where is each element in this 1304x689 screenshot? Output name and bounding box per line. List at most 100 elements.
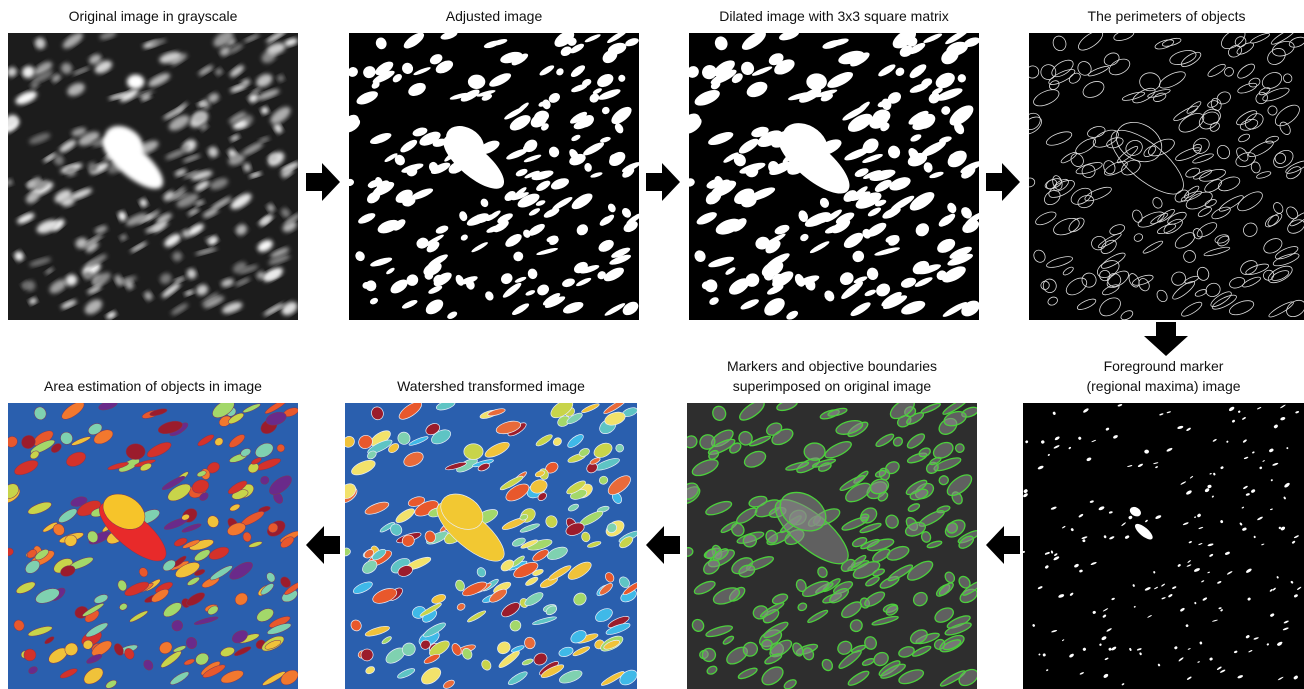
object-blob [182, 154, 201, 163]
object-blob [505, 233, 522, 247]
object-blob [247, 462, 259, 474]
object-blob [365, 666, 375, 675]
object-blob [885, 514, 899, 529]
object-blob [918, 447, 931, 458]
object-blob [34, 549, 49, 561]
object-blob [261, 214, 274, 225]
object-blob [1284, 482, 1290, 488]
object-blob [603, 639, 621, 650]
object-blob [1211, 495, 1214, 498]
object-blob [87, 530, 99, 543]
object-blob [1137, 463, 1143, 468]
object-blob [1070, 528, 1074, 532]
object-blob [397, 431, 411, 445]
object-blob [705, 548, 717, 560]
object-blob [597, 73, 614, 88]
object-blob [556, 68, 564, 76]
object-blob [567, 434, 584, 448]
object-blob [1152, 197, 1163, 209]
object-blob [907, 152, 928, 167]
object-blob [622, 301, 639, 316]
object-blob [375, 37, 387, 50]
object-blob [1121, 522, 1126, 527]
object-blob [1070, 153, 1084, 167]
object-blob [1277, 643, 1282, 646]
object-blob [285, 213, 298, 225]
object-blob [381, 636, 392, 645]
object-blob [1270, 613, 1275, 617]
object-blob [562, 278, 575, 288]
object-blob [874, 179, 892, 192]
object-blob [421, 667, 442, 685]
object-blob [220, 670, 244, 684]
arrow-left [306, 526, 340, 564]
object-blob [776, 403, 798, 412]
object-blob [949, 246, 972, 259]
object-blob [598, 89, 621, 100]
object-blob [1082, 81, 1105, 98]
object-blob [1103, 535, 1107, 539]
object-blob [842, 106, 867, 121]
object-blob [34, 61, 53, 76]
object-blob [195, 180, 210, 192]
object-blob [1278, 526, 1282, 530]
object-blob [1082, 539, 1086, 543]
object-blob [921, 78, 933, 87]
object-blob [1121, 91, 1146, 101]
object-blob [1196, 222, 1218, 238]
object-blob [1219, 669, 1226, 673]
object-blob [570, 111, 588, 124]
object-blob [257, 89, 280, 100]
object-blob [763, 270, 775, 281]
object-blob [498, 650, 520, 668]
object-blob [251, 457, 262, 465]
object-blob [909, 629, 928, 645]
object-blob [49, 279, 67, 294]
object-blob [1238, 133, 1251, 143]
object-blob [1286, 299, 1304, 318]
object-blob [196, 470, 207, 478]
object-blob [1194, 289, 1208, 297]
object-blob [1129, 647, 1132, 651]
object-blob [579, 264, 600, 274]
object-blob [1132, 274, 1154, 286]
object-blob [249, 172, 262, 178]
object-blob [509, 619, 522, 632]
object-blob [232, 120, 248, 130]
object-blob [1078, 33, 1104, 51]
object-blob [1252, 451, 1255, 454]
object-blob [1297, 586, 1302, 590]
object-blob [877, 491, 889, 502]
object-blob [1040, 64, 1057, 80]
object-blob [372, 70, 395, 84]
object-blob [552, 196, 573, 210]
object-blob [1068, 72, 1081, 84]
object-blob [1157, 223, 1177, 235]
object-blob [24, 280, 36, 292]
object-blob [501, 602, 521, 618]
object-blob [761, 639, 773, 651]
object-blob [694, 250, 706, 263]
object-blob [500, 559, 514, 572]
object-blob [1154, 586, 1159, 590]
object-blob [946, 522, 958, 534]
object-blob [284, 38, 298, 47]
object-blob [689, 178, 695, 187]
object-blob [1098, 506, 1105, 511]
object-blob [589, 93, 600, 103]
object-blob [892, 436, 904, 447]
object-blob [772, 271, 794, 288]
object-blob [485, 291, 494, 301]
object-blob [98, 403, 118, 411]
object-blob [62, 33, 84, 49]
object-blob [728, 278, 750, 295]
object-blob [519, 523, 540, 533]
object-blob [1143, 145, 1157, 158]
object-blob [864, 636, 877, 650]
object-blob [1282, 627, 1289, 631]
object-blob [738, 430, 753, 446]
object-blob [58, 508, 78, 523]
object-blob [615, 443, 624, 453]
object-blob [738, 138, 759, 154]
object-blob [1186, 676, 1192, 680]
